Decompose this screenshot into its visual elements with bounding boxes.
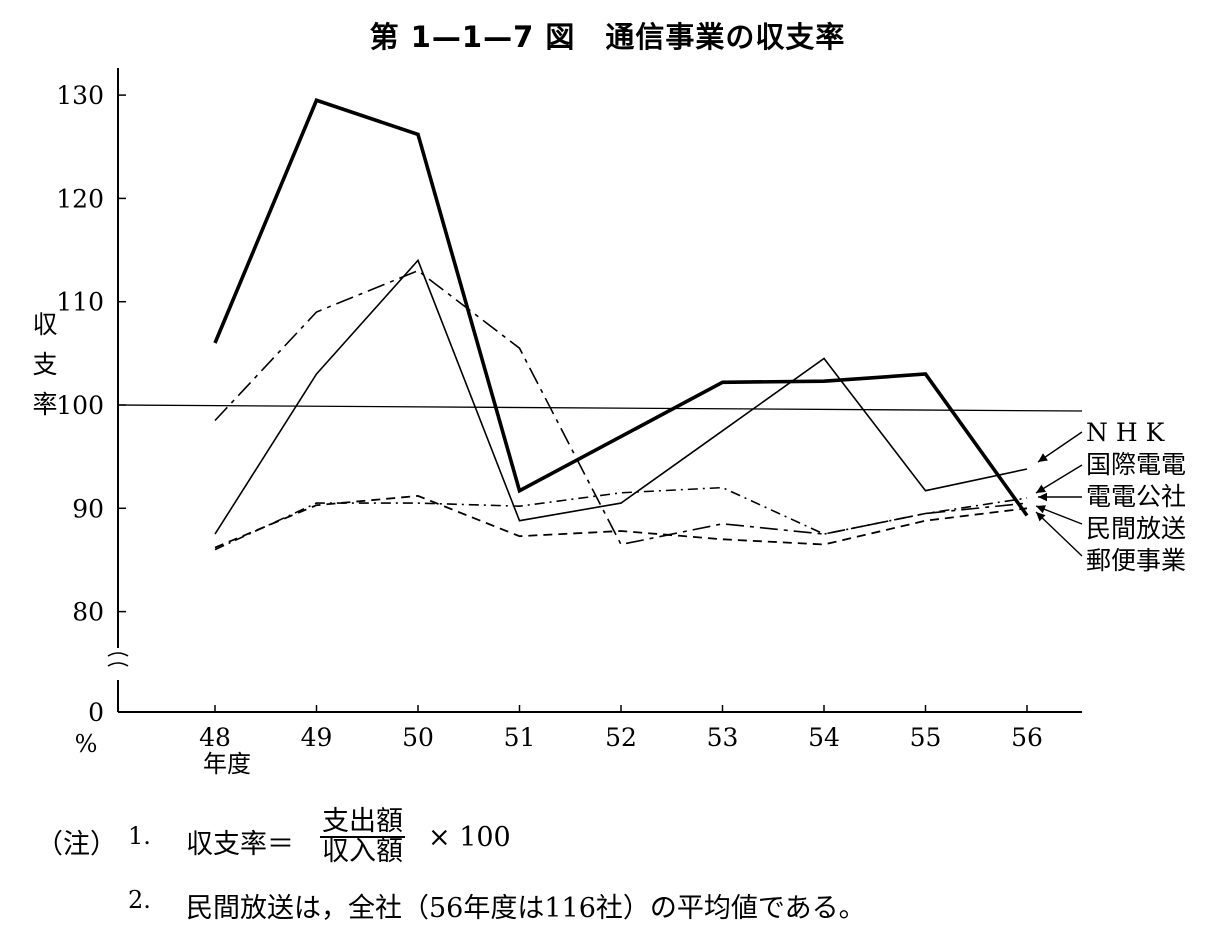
y-tick-label: 110 <box>56 288 104 317</box>
note-mark: （注） <box>36 829 117 860</box>
legend-label-5: 郵便事業 <box>1086 546 1186 575</box>
y-tick-label: 0 <box>88 698 104 727</box>
fraction-numerator: 支出額 <box>320 806 405 838</box>
x-tick-label: 51 <box>504 723 536 752</box>
y-tick-label: 80 <box>72 598 104 627</box>
x-tick-label: 52 <box>605 723 637 752</box>
x-unit-label: 年度 <box>203 750 251 778</box>
reference-line-100 <box>117 404 1083 412</box>
legend-arrowhead-3 <box>1038 492 1047 502</box>
legend-arrowhead-1 <box>1038 453 1048 462</box>
note-1: （注） 1. 収支率＝ 支出額 収入額 × 100 <box>36 808 736 868</box>
x-tick-label: 53 <box>707 723 739 752</box>
fraction: 支出額 収入額 <box>320 808 405 866</box>
x-tick-label: 55 <box>910 723 942 752</box>
chart-title: 第 1—1—7 図 通信事業の収支率 <box>369 20 846 54</box>
note-2: 2. 民間放送は，全社（56年度は116社）の平均値である。 <box>36 886 1036 926</box>
series-line-2 <box>214 269 1028 546</box>
legend-label-2: 国際電電 <box>1086 450 1186 479</box>
x-tick-label: 49 <box>301 723 333 752</box>
legend-arrowhead-2 <box>1036 484 1046 493</box>
y-tick-label: 90 <box>72 494 104 523</box>
y-axis-label-char: 率 <box>32 390 57 419</box>
y-axis-label-char: 収 <box>32 310 57 339</box>
note-1-label: 収支率＝ <box>186 829 294 860</box>
axis-break-mark <box>107 652 129 667</box>
legend-arrowhead-5 <box>1036 512 1046 522</box>
y-tick-label: 120 <box>56 184 104 213</box>
x-tick-label: 54 <box>808 723 840 752</box>
note-2-number: 2. <box>128 886 151 914</box>
legend-label-4: 民間放送 <box>1086 514 1186 543</box>
y-tick-label: 130 <box>56 81 104 110</box>
legend-arrowhead-4 <box>1036 505 1046 514</box>
y-axis-label-char: 支 <box>32 350 57 379</box>
x-tick-label: 56 <box>1011 723 1043 752</box>
y-unit-label: % <box>75 730 98 758</box>
note-2-text: 民間放送は，全社（56年度は116社）の平均値である。 <box>186 893 866 924</box>
legend-label-1: N H K <box>1086 418 1166 447</box>
y-tick-label: 100 <box>56 391 104 420</box>
series-line-5 <box>213 98 1029 517</box>
series-line-4 <box>214 494 1028 549</box>
x-tick-label: 50 <box>402 723 434 752</box>
series-line-1 <box>214 258 1028 535</box>
note-1-number: 1. <box>128 822 151 850</box>
series-line-3 <box>214 486 1028 551</box>
legend-label-3: 電電公社 <box>1086 482 1186 511</box>
x-tick-label: 48 <box>199 723 231 752</box>
fraction-denominator: 収入額 <box>322 836 403 867</box>
legend-leader-5 <box>1035 511 1083 557</box>
note-1-multiplier: × 100 <box>428 822 511 853</box>
